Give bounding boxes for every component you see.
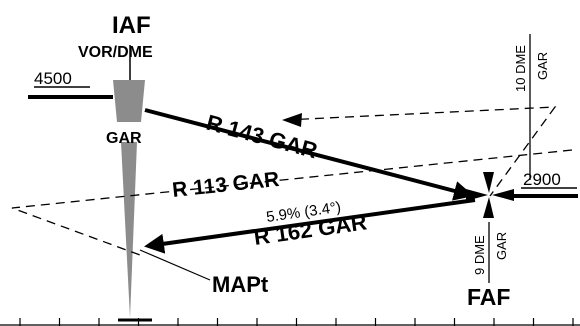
altitude-initial: 4500 [34,69,72,88]
scale-ticks [19,318,574,326]
mapt-leader [139,249,211,281]
altitude-faf: 2900 [523,170,561,189]
procedure-turn-arrowhead [282,113,302,127]
iaf-label: IAF [112,12,151,39]
dme-9-value: 9 DME [472,235,487,275]
dme-9-ident: GAR [494,232,509,260]
radial-113-label: R 113 GAR [171,168,280,202]
procedure-turn-dashed-r113 [11,149,573,256]
mapt-label: MAPt [212,272,269,297]
dme-10-value: 10 DME [513,45,528,92]
procedure-turn-dashed-upper [284,106,557,197]
navaid-ident: GAR [106,130,142,147]
vor-symbol [113,80,145,122]
vor-course-taper [121,142,137,318]
course-r143 [144,108,474,201]
dme-10-ident: GAR [535,52,550,80]
course-r162 [144,198,476,254]
navaid-label: VOR/DME [78,44,153,61]
faf-label: FAF [467,284,510,310]
radial-143-label: R 143 GAR [204,110,320,164]
faf-symbol [466,172,514,218]
